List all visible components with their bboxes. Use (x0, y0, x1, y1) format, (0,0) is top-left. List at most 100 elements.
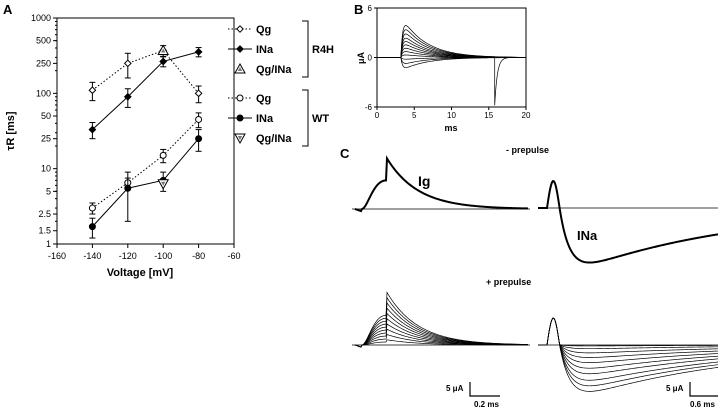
series-r4h-1-point (159, 57, 168, 66)
panel-a-chart: -160 -140 -120 -100 -80 -60 1 1.5 2.5 5 10 25 50 100 2… (5, 13, 334, 279)
scale-bar-left (469, 382, 500, 397)
series-r4h-1-point (123, 92, 132, 101)
ina-trace-label: INa (577, 228, 598, 243)
panel-b-trace (377, 57, 527, 64)
ina-trace-plus (538, 317, 719, 363)
panel-b-label: B (354, 2, 363, 17)
y-tick-label: -6 (365, 103, 373, 112)
scale-bar-right (689, 382, 718, 397)
x-tick-label: -160 (48, 251, 66, 261)
panel-a-axes-frame (56, 17, 235, 245)
panel-c-plus-prepulse-label: + prepulse (486, 277, 531, 287)
panel-a-xlabel: Voltage [mV] (107, 267, 174, 279)
ina-trace-plus (538, 317, 719, 347)
scale-bar-left-current: 5 μA (446, 384, 464, 393)
legend-entry-label: INa (256, 113, 274, 125)
ina-trace-plus (538, 317, 719, 358)
series-wt-4-point (124, 184, 132, 192)
series-wt-3-line (92, 119, 199, 209)
ig-trace-minus (354, 155, 529, 213)
panel-b-xlabel: ms (444, 123, 457, 133)
y-tick-label: 0 (368, 54, 373, 63)
legend-marker (236, 25, 244, 33)
panel-b-trace (377, 41, 527, 58)
series-r4h-1-line (92, 51, 199, 130)
ina-trace-plus (538, 317, 719, 369)
y-tick-label: 5 (46, 186, 51, 196)
panel-c-minus-prepulse-label: - prepulse (506, 145, 549, 155)
legend-marker-inner (237, 136, 243, 140)
legend-entry-label: INa (256, 44, 274, 56)
legend-entry-label: Qg/INa (256, 133, 292, 145)
series-r4h-2-point-inner (161, 48, 166, 53)
series-wt-3-point (88, 204, 96, 212)
ig-trace-plus (354, 339, 529, 348)
y-tick-label: 1 (46, 239, 51, 249)
panel-b-trace (377, 33, 527, 58)
legend-bracket-r4h (302, 20, 309, 78)
series-wt-3-point (159, 151, 167, 159)
panel-b-trace (377, 37, 527, 58)
y-tick-label: 2.5 (38, 209, 51, 219)
series-r4h-0-line (92, 49, 199, 94)
series-r4h-1-point (194, 47, 203, 56)
x-tick-label: 5 (412, 111, 417, 120)
x-tick-label: -80 (192, 251, 205, 261)
y-tick-label: 250 (36, 58, 51, 68)
x-tick-label: 0 (375, 111, 380, 120)
panel-b-ylabel: μA (356, 52, 366, 65)
series-r4h-1-point (88, 125, 97, 134)
legend-marker-inner (237, 67, 243, 71)
legend-marker (236, 94, 244, 102)
x-tick-label: -60 (227, 251, 240, 261)
ina-trace-plus (538, 317, 719, 392)
series-wt-3-point (195, 115, 203, 123)
ina-trace-minus (538, 179, 719, 264)
series-wt-4-point (195, 135, 203, 143)
legend-entry-label: Qg (256, 24, 271, 36)
y-tick-label: 50 (41, 111, 51, 121)
panel-b-trace (377, 57, 527, 68)
legend-marker (236, 114, 244, 122)
panel-c-traces: - prepulse + prepulse Ig INa 5 μA 0.2 ms… (352, 145, 719, 409)
legend-entry-label: Qg (256, 93, 271, 105)
scale-bar-right-time: 0.6 ms (690, 400, 715, 409)
panel-b-trace (377, 29, 527, 58)
y-tick-label: 1000 (31, 13, 51, 23)
x-tick-label: -140 (83, 251, 101, 261)
panel-b-trace (377, 44, 527, 58)
ina-trace-plus (538, 317, 719, 375)
y-tick-label: 10 (41, 164, 51, 174)
x-tick-label: 20 (522, 111, 531, 120)
panel-a-label: A (3, 2, 13, 17)
scale-bar-left-time: 0.2 ms (474, 400, 499, 409)
series-r4h-0-point (194, 89, 203, 98)
ina-trace-plus (538, 317, 719, 354)
ina-trace-plus (538, 317, 719, 350)
y-tick-label: 1.5 (38, 226, 51, 236)
y-tick-label: 6 (368, 4, 373, 13)
y-tick-label: 100 (36, 88, 51, 98)
series-wt-4-line (92, 138, 199, 227)
panel-a-ylabel: τR [ms] (5, 111, 17, 150)
series-wt-5-point-inner (161, 181, 166, 186)
ina-trace-plus (538, 317, 719, 387)
x-tick-label: 15 (484, 111, 493, 120)
legend-marker (236, 45, 244, 53)
y-tick-label: 500 (36, 36, 51, 46)
legend-group-r4h: R4H (312, 44, 334, 56)
x-tick-label: -120 (119, 251, 137, 261)
ina-trace-plus (538, 317, 719, 381)
series-wt-4-point (88, 223, 96, 231)
scale-bar-right-current: 5 μA (666, 384, 684, 393)
legend-group-wt: WT (312, 113, 329, 125)
panel-c-label: C (340, 146, 350, 161)
legend-bracket-wt (302, 89, 309, 147)
x-tick-label: 10 (447, 111, 456, 120)
panel-b-trace (377, 25, 526, 106)
ig-trace-label: Ig (418, 173, 430, 189)
x-tick-label: -100 (154, 251, 172, 261)
legend-entry-label: Qg/INa (256, 64, 292, 76)
series-r4h-0-point (88, 86, 97, 95)
